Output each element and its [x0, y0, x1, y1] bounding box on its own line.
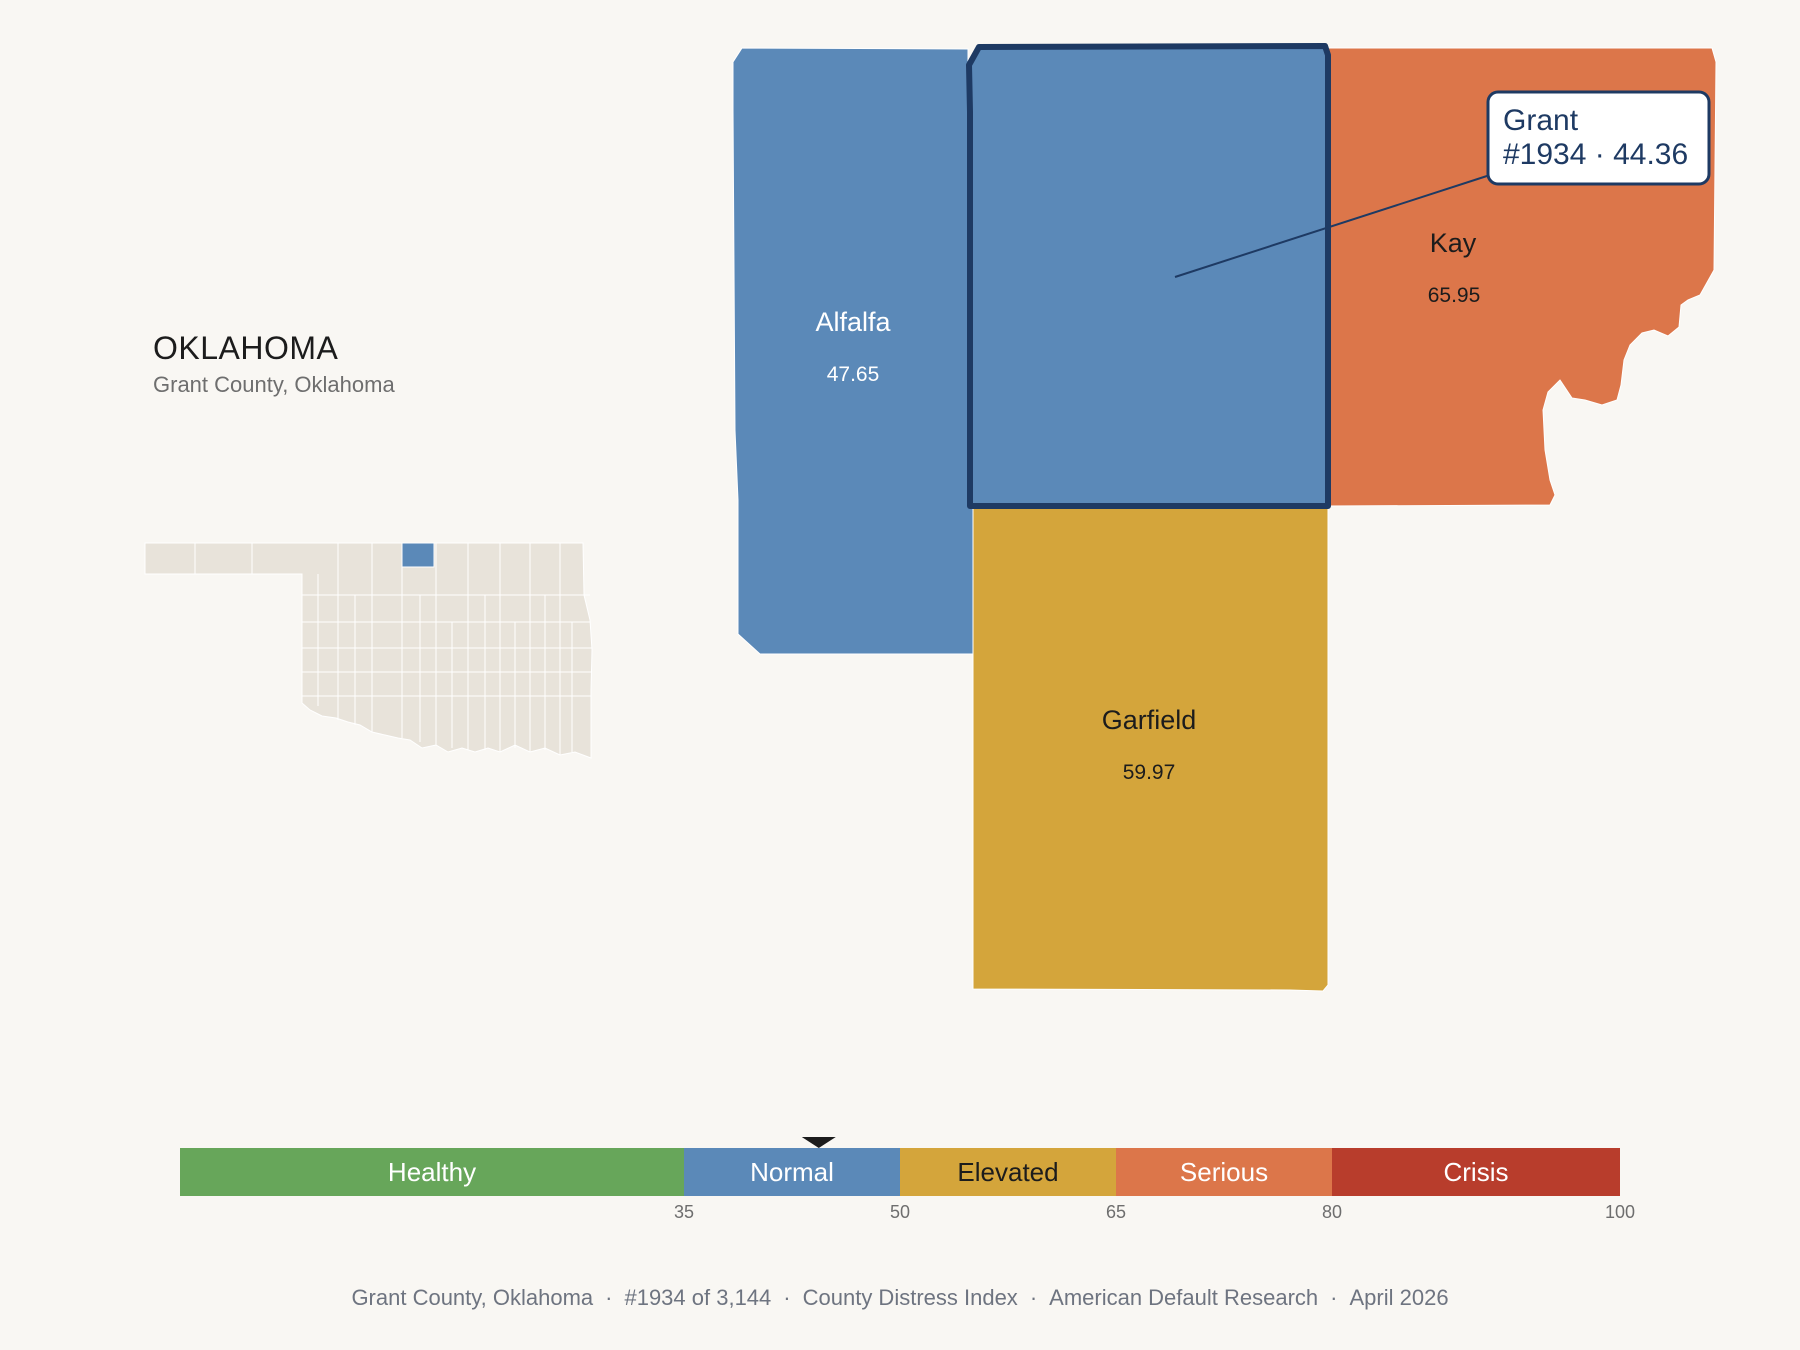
scale-band-crisis — [1332, 1148, 1620, 1196]
county-label-garfield: Garfield — [1102, 705, 1197, 735]
scale-tick-50: 50 — [890, 1202, 910, 1222]
county-label-kay: Kay — [1430, 228, 1477, 258]
county-value-alfalfa: 47.65 — [827, 363, 880, 386]
scale-band-label-serious: Serious — [1180, 1157, 1268, 1187]
scale-band-healthy — [180, 1148, 684, 1196]
footer-county: Grant County, Oklahoma — [351, 1285, 594, 1310]
state-locator-map — [144, 542, 593, 759]
county-value-garfield: 59.97 — [1123, 761, 1176, 784]
scale-band-label-healthy: Healthy — [388, 1157, 476, 1187]
county-grid-lines — [194, 543, 592, 755]
scale-band-elevated — [900, 1148, 1116, 1196]
callout-rank-value: #1934 · 44.36 — [1503, 138, 1688, 171]
scale-tick-80: 80 — [1322, 1202, 1342, 1222]
footer-rank: #1934 of 3,144 — [624, 1285, 772, 1310]
state-title: OKLAHOMA — [153, 330, 339, 366]
footer-index: County Distress Index — [802, 1285, 1018, 1310]
county-garfield[interactable] — [972, 506, 1329, 992]
grant-county-locator — [401, 542, 435, 568]
footer-date: April 2026 — [1349, 1285, 1449, 1310]
callout-box — [1486, 90, 1711, 186]
oklahoma-state-shape — [144, 542, 593, 759]
footer: Grant County, Oklahoma · #1934 of 3,144 · Co… — [351, 1285, 1449, 1310]
scale-tick-100: 100 — [1605, 1202, 1635, 1222]
scale-band-normal — [684, 1148, 900, 1196]
county-detail-map: Alfalfa 47.65 Kay 65.95 Garfield 59.97 — [732, 43, 1717, 992]
county-label-alfalfa: Alfalfa — [815, 307, 891, 337]
callout-county-name: Grant — [1503, 104, 1579, 137]
scale-band-label-crisis: Crisis — [1444, 1157, 1509, 1187]
footer-source: American Default Research — [1049, 1285, 1319, 1310]
scale-tick-35: 35 — [674, 1202, 694, 1222]
county-grant[interactable] — [966, 43, 1331, 509]
scale-band-label-normal: Normal — [750, 1157, 834, 1187]
scale-band-serious — [1116, 1148, 1332, 1196]
state-subtitle: Grant County, Oklahoma — [153, 372, 395, 397]
scale-marker-icon — [801, 1137, 836, 1148]
callout-leader-line — [1174, 174, 1491, 278]
scale-band-label-elevated: Elevated — [957, 1157, 1058, 1187]
county-value-kay: 65.95 — [1428, 284, 1481, 307]
county-alfalfa[interactable] — [732, 47, 974, 655]
grant-callout: Grant #1934 · 44.36 — [1174, 90, 1711, 278]
scale-tick-65: 65 — [1106, 1202, 1126, 1222]
distress-scale: Healthy Normal Elevated Serious Crisis 35 50 65… — [180, 1137, 1635, 1222]
